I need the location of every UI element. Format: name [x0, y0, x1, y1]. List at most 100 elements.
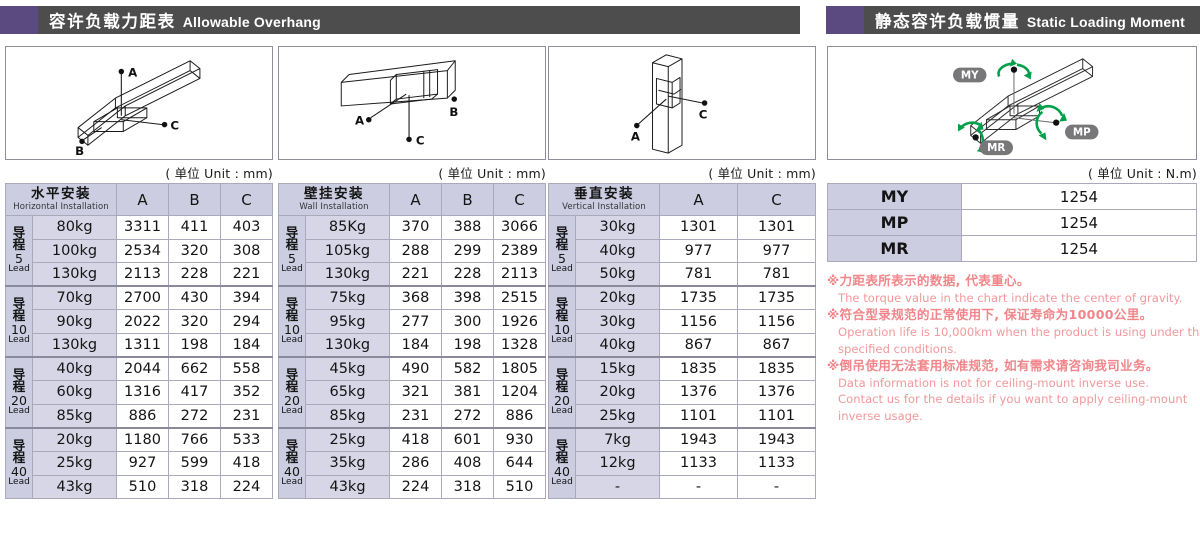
- table-row: 25kg 1101 1101: [549, 403, 816, 429]
- moment-label-my: MY: [961, 69, 979, 81]
- table-row: 50kg 781 781: [549, 262, 816, 287]
- data-cell-a: 977: [659, 238, 738, 264]
- data-cell-c: 1376: [737, 380, 816, 405]
- diagram-label-b: B: [75, 144, 84, 158]
- lead-number: 10: [11, 321, 27, 337]
- column-header-c: C: [493, 183, 546, 216]
- data-cell-c: 533: [220, 426, 273, 452]
- table-row: 导程 40 Lead 20kg 1180 766 533: [5, 426, 273, 500]
- diagram-vertical-installation: A C: [548, 46, 816, 160]
- table-row: 导程 10 Lead 20kg 1735 1735: [548, 285, 816, 358]
- data-cell-c: 977: [737, 238, 816, 264]
- lead-label-cn: 导: [555, 295, 569, 311]
- section-header-static-loading-moment: 静态容许负载惯量 Static Loading Moment: [826, 6, 1200, 34]
- header-cn: 垂直安装: [574, 186, 634, 203]
- diagram-horizontal-installation: A C B: [5, 46, 273, 160]
- moment-badge-mr: MR: [979, 140, 1013, 156]
- load-value-cell: 35kg: [305, 450, 390, 476]
- table-row: 100kg 2534 320 308: [6, 238, 273, 264]
- table-row: 导程 40 Lead 25kg 418 601 930: [278, 426, 546, 500]
- load-value-cell: 105kg: [305, 238, 390, 264]
- header-cn: 水平安装: [31, 186, 91, 203]
- data-cell-b: 408: [441, 450, 494, 476]
- data-cell-c: 558: [220, 356, 273, 382]
- data-cell-a: 370: [389, 215, 442, 240]
- load-value-cell: 25kg: [32, 450, 117, 476]
- load-value-cell: 43kg: [305, 474, 390, 500]
- lead-label-en: Lead: [8, 264, 30, 275]
- load-value-cell: -: [575, 474, 660, 500]
- data-cell-b: 582: [441, 356, 494, 382]
- diagram-label-c: C: [416, 133, 425, 147]
- table-row: ---: [549, 474, 816, 500]
- data-cell-b: 228: [168, 262, 221, 287]
- data-cell-c: 1835: [737, 356, 816, 382]
- lead-label-en: Lead: [551, 264, 573, 275]
- column-header-a: A: [116, 183, 169, 216]
- moment-badge-my: MY: [953, 67, 987, 83]
- load-value-cell: 50kg: [575, 262, 660, 287]
- lead-label-en: Lead: [551, 406, 573, 417]
- table-row: 85kg 886 272 231: [6, 403, 273, 429]
- data-cell-a: 886: [116, 403, 169, 429]
- lead-label-cn2: 程: [285, 308, 299, 324]
- lead-label-cn2: 程: [285, 379, 299, 395]
- data-cell-a: 1133: [659, 450, 738, 476]
- table-row: 95kg 277 300 1926: [279, 309, 546, 334]
- data-cell-a: 418: [389, 426, 442, 452]
- unit-caption-vertical: ( 单位 Unit : mm): [708, 166, 816, 181]
- load-value-cell: 130kg: [32, 262, 117, 287]
- data-cell-a: 321: [389, 380, 442, 405]
- load-value-cell: 20kg: [575, 285, 660, 311]
- table-row: 40kg 977 977: [549, 238, 816, 264]
- lead-number: 5: [288, 250, 296, 266]
- lead-label-en: Lead: [281, 264, 303, 275]
- lead-label-cn2: 程: [12, 308, 26, 324]
- unit-caption-moment: ( 单位 Unit : N.m): [1087, 166, 1197, 181]
- data-cell-c: 930: [493, 426, 546, 452]
- data-cell-b: 300: [441, 309, 494, 334]
- data-cell-a: 2022: [116, 309, 169, 334]
- data-cell-b: 599: [168, 450, 221, 476]
- lead-label-cn: 导: [285, 295, 299, 311]
- load-value-cell: 85kg: [32, 403, 117, 429]
- load-value-cell: 85Kg: [305, 215, 390, 240]
- table-row: 60kg 1316 417 352: [6, 380, 273, 405]
- section-header-allowable-overhang: 容许负载力距表 Allowable Overhang: [0, 6, 800, 34]
- lead-label-cn2: 程: [285, 237, 299, 253]
- header-en: Wall Installation: [299, 201, 369, 212]
- data-cell-b: 198: [441, 332, 494, 358]
- data-cell-c: 1133: [737, 450, 816, 476]
- lead-label-cn: 导: [285, 224, 299, 240]
- table-row: 43kg 224 318 510: [279, 474, 546, 500]
- table-header-installation: 水平安装 Horizontal Installation: [5, 183, 117, 216]
- moment-key: MY: [827, 183, 962, 210]
- table-wall-installation: 壁挂安装 Wall Installation A B C 导程 5 Lead 85Kg 370 38…: [278, 183, 546, 500]
- lead-group-cell: 导程 20 Lead: [278, 356, 306, 429]
- unit-caption-wall: ( 单位 Unit : mm): [438, 166, 546, 181]
- note-en-2-2: inverse usage.: [838, 408, 923, 423]
- data-cell-b: 228: [441, 262, 494, 287]
- column-header-a: A: [389, 183, 442, 216]
- data-cell-a: 510: [116, 474, 169, 500]
- data-cell-b: 430: [168, 285, 221, 311]
- lead-label-cn: 导: [12, 366, 26, 382]
- section-title-cn: 容许负载力距表: [49, 12, 176, 31]
- load-value-cell: 25kg: [305, 426, 390, 452]
- data-cell-b: 398: [441, 285, 494, 311]
- data-cell-a: 1301: [659, 215, 738, 240]
- table-row: 43kg 510 318 224: [6, 474, 273, 500]
- header-accent-block: [826, 6, 864, 34]
- table-row: 130kg 184 198 1328: [279, 332, 546, 358]
- lead-label-en: Lead: [281, 335, 303, 346]
- lead-label-cn2: 程: [555, 379, 569, 395]
- data-cell-c: 403: [220, 215, 273, 240]
- lead-number: 20: [11, 392, 27, 408]
- moment-badge-mp: MP: [1065, 124, 1099, 140]
- data-cell-c: -: [737, 474, 816, 500]
- data-cell-b: 417: [168, 380, 221, 405]
- data-cell-c: 2515: [493, 285, 546, 311]
- lead-group-cell: 导程 40 Lead: [548, 426, 576, 500]
- data-cell-b: 318: [168, 474, 221, 500]
- note-cn-1: ※符合型录规范的正常使用下, 保证寿命为10000公里。: [827, 307, 1153, 323]
